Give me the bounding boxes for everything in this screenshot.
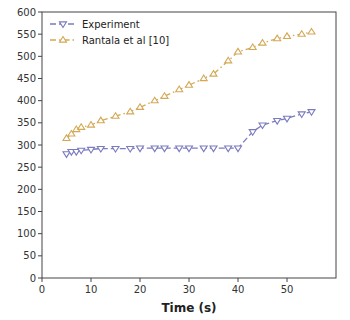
y-tick-label: 450: [17, 73, 36, 84]
series-marker: [186, 146, 193, 152]
plot-frame: [42, 12, 336, 278]
series-line: [67, 32, 312, 138]
series-marker: [63, 152, 70, 158]
series-marker: [235, 48, 242, 54]
series-marker: [200, 75, 207, 81]
series-marker: [161, 93, 168, 99]
x-tick-label: 30: [183, 284, 196, 295]
y-tick: [38, 211, 42, 212]
series-marker: [259, 40, 266, 46]
y-tick-label: 550: [17, 29, 36, 40]
series-marker: [235, 146, 242, 152]
series-marker: [112, 113, 119, 119]
legend-marker: [60, 37, 67, 43]
x-tick: [91, 278, 92, 282]
y-tick-label: 600: [17, 7, 36, 18]
series-marker: [249, 130, 256, 136]
series-marker: [151, 97, 158, 103]
legend-label: Rantala et al [10]: [82, 35, 169, 46]
y-tick: [38, 78, 42, 79]
y-tick: [38, 100, 42, 101]
legend: Experiment Rantala et al [10]: [50, 19, 169, 46]
y-tick: [38, 56, 42, 57]
series-marker: [225, 57, 232, 63]
series-marker: [112, 146, 119, 152]
y-tick-label: 500: [17, 51, 36, 62]
y-tick-label: 300: [17, 140, 36, 151]
y-tick: [38, 145, 42, 146]
x-tick-label: 40: [232, 284, 245, 295]
series-marker: [176, 86, 183, 92]
chart: 0102030405005010015020025030035040045050…: [0, 0, 350, 320]
y-tick-label: 0: [30, 273, 36, 284]
plot-area: [63, 28, 315, 157]
y-tick: [38, 167, 42, 168]
series-marker: [78, 124, 85, 130]
y-tick-label: 50: [23, 250, 36, 261]
x-tick-label: 10: [85, 284, 98, 295]
x-tick: [238, 278, 239, 282]
x-tick-label: 50: [281, 284, 294, 295]
y-tick-label: 400: [17, 95, 36, 106]
y-tick: [38, 233, 42, 234]
y-tick-label: 250: [17, 162, 36, 173]
series-marker: [137, 104, 144, 110]
x-tick-label: 0: [39, 284, 45, 295]
legend-marker: [60, 22, 67, 28]
series-marker: [186, 82, 193, 88]
series-marker: [259, 123, 266, 129]
y-tick: [38, 255, 42, 256]
series-marker: [274, 119, 281, 125]
series-marker: [284, 116, 291, 122]
series-marker: [78, 148, 85, 154]
series-marker: [97, 117, 104, 123]
series-marker: [274, 35, 281, 41]
y-tick: [38, 278, 42, 279]
series-marker: [97, 146, 104, 152]
series-marker: [127, 108, 134, 114]
y-tick-label: 100: [17, 228, 36, 239]
x-tick-label: 20: [134, 284, 147, 295]
series-marker: [210, 71, 217, 77]
series-marker: [298, 31, 305, 37]
series-marker: [249, 44, 256, 50]
y-tick-label: 350: [17, 117, 36, 128]
series-line: [67, 112, 312, 154]
x-tick: [287, 278, 288, 282]
y-tick: [38, 189, 42, 190]
x-tick: [189, 278, 190, 282]
series-marker: [88, 147, 95, 153]
series-marker: [137, 146, 144, 152]
x-tick: [140, 278, 141, 282]
series-marker: [161, 146, 168, 152]
x-tick: [42, 278, 43, 282]
y-tick: [38, 12, 42, 13]
series-marker: [176, 146, 183, 152]
series-marker: [225, 146, 232, 152]
series-marker: [298, 112, 305, 118]
y-tick: [38, 34, 42, 35]
series-marker: [308, 110, 315, 116]
y-tick: [38, 122, 42, 123]
series-marker: [200, 146, 207, 152]
series-marker: [308, 28, 315, 34]
series-marker: [88, 122, 95, 128]
series-marker: [151, 146, 158, 152]
series-marker: [210, 146, 217, 152]
series-marker: [127, 146, 134, 152]
legend-label: Experiment: [82, 19, 140, 30]
series-marker: [284, 33, 291, 39]
x-axis-label: Time (s): [161, 301, 216, 315]
y-tick-label: 200: [17, 184, 36, 195]
y-tick-label: 150: [17, 206, 36, 217]
